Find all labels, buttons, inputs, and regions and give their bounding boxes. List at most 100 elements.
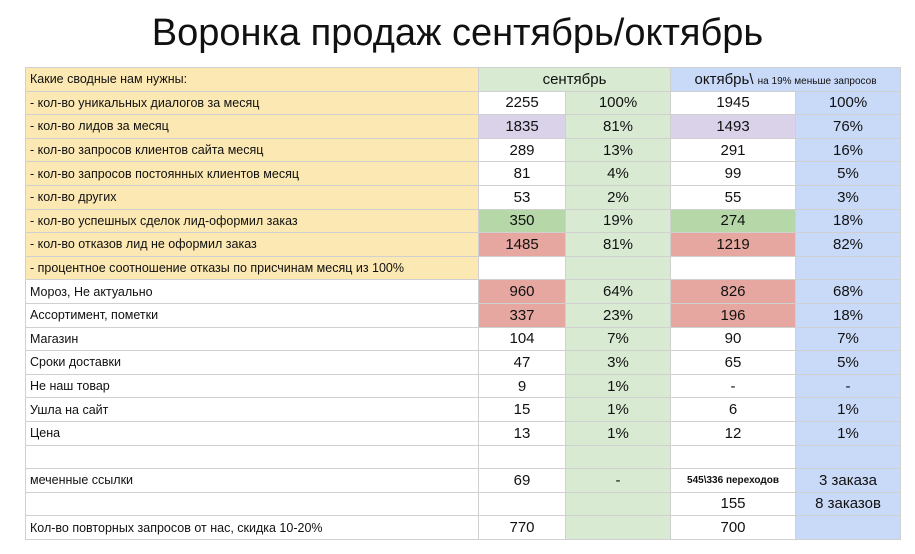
table-cell: 337	[478, 302, 566, 328]
table-row: - кол-во запросов постоянных клиентов ме…	[25, 161, 902, 186]
table-row: 155 8 заказов	[25, 491, 902, 517]
table-cell: 7%	[794, 326, 902, 352]
table-row: Ушла на сайт 15 1% 6 1%	[25, 397, 902, 422]
table-cell: 16%	[794, 137, 902, 163]
table-cell: 18%	[794, 208, 902, 234]
header-cell: октябрь\	[694, 70, 754, 88]
table-cell: 1%	[565, 373, 671, 399]
table-cell: 6	[670, 397, 796, 422]
row-label: - кол-во отказов лид не оформил заказ	[25, 232, 479, 257]
table-cell: 19%	[565, 208, 671, 234]
table-cell: 15	[478, 397, 566, 422]
row-label: Цена	[25, 420, 479, 446]
table-cell: 1%	[565, 420, 671, 446]
table-cell: 1%	[565, 397, 671, 422]
table-cell	[670, 255, 796, 281]
table-cell: -	[565, 468, 671, 493]
table-row: - кол-во лидов за месяц 1835 81% 1493 76%	[25, 114, 902, 139]
table-row: Мороз, Не актуально 960 64% 826 68%	[25, 279, 902, 304]
table-cell: 69	[478, 468, 566, 493]
table-cell	[478, 444, 566, 470]
table-cell: 68%	[794, 279, 902, 304]
table-cell: 1219	[670, 232, 796, 257]
table-cell	[670, 444, 796, 470]
table-cell: 5%	[794, 350, 902, 375]
table-cell: 100%	[565, 90, 671, 116]
table-cell: 18%	[794, 302, 902, 328]
table-row: - процентное соотношение отказы по присч…	[25, 255, 902, 281]
table-row: Не наш товар 9 1% - -	[25, 373, 902, 399]
table-cell: 76%	[794, 114, 902, 139]
row-label: Сроки доставки	[25, 350, 479, 375]
table-cell: 700	[670, 515, 796, 540]
table-row: - кол-во запросов клиентов сайта месяц 28…	[25, 137, 902, 163]
table-cell: 99	[670, 161, 796, 186]
table-cell: 81	[478, 161, 566, 186]
table-row: Какие сводные нам нужны: сентябрь октябрь\…	[25, 67, 902, 92]
row-label: - кол-во запросов клиентов сайта месяц	[25, 137, 479, 163]
table-cell: 1835	[478, 114, 566, 139]
table-cell: 1493	[670, 114, 796, 139]
table-cell: октябрь\ на 19% меньше запросов	[669, 67, 902, 92]
table-cell: 826	[670, 279, 796, 304]
table-cell	[794, 444, 902, 470]
table-cell: 196	[670, 302, 796, 328]
table-row: Цена 13 1% 12 1%	[25, 420, 902, 446]
table-cell: 81%	[565, 232, 671, 257]
table-cell: 770	[478, 515, 566, 540]
row-label: - процентное соотношение отказы по присч…	[25, 255, 479, 281]
row-label: Мороз, Не актуально	[25, 279, 479, 304]
table-cell: 100%	[794, 90, 902, 116]
table-row: Ассортимент, пометки 337 23% 196 18%	[25, 302, 902, 328]
table-cell	[794, 255, 902, 281]
table-cell: 53	[478, 184, 566, 210]
table-cell: 3 заказа	[794, 468, 902, 493]
table-cell: 291	[670, 137, 796, 163]
table-row: меченные ссылки 69-545\336 переходов 3 зак…	[25, 468, 902, 493]
row-label: Не наш товар	[25, 373, 479, 399]
table-cell: 13%	[565, 137, 671, 163]
table-cell: 155	[670, 491, 796, 517]
table-cell: 104	[478, 326, 566, 352]
row-label: - кол-во других	[25, 184, 479, 210]
table-cell: 7%	[565, 326, 671, 352]
table-cell: 90	[670, 326, 796, 352]
table-cell	[478, 491, 566, 517]
row-label: - кол-во лидов за месяц	[25, 114, 479, 139]
row-label: - кол-во запросов постоянных клиентов ме…	[25, 161, 479, 186]
row-label: Магазин	[25, 326, 479, 352]
table-cell: 274	[670, 208, 796, 234]
table-row: - кол-во других 53 2% 55 3%	[25, 184, 902, 210]
table-cell: 2255	[478, 90, 566, 116]
table-cell: -	[670, 373, 796, 399]
table-cell: 1%	[794, 420, 902, 446]
table-cell: 2%	[565, 184, 671, 210]
table-cell: 1%	[794, 397, 902, 422]
row-label: меченные ссылки	[25, 468, 479, 493]
table-cell	[565, 491, 671, 517]
table-row: - кол-во успешных сделок лид-оформил зак…	[25, 208, 902, 234]
table-cell: 1485	[478, 232, 566, 257]
table-cell: 65	[670, 350, 796, 375]
table-cell: 64%	[565, 279, 671, 304]
table-cell: 8 заказов	[794, 491, 902, 517]
table-cell: 5%	[794, 161, 902, 186]
table-cell: -	[794, 373, 902, 399]
sales-table: Какие сводные нам нужны: сентябрь октябрь\…	[25, 67, 902, 540]
table-cell: 960	[478, 279, 566, 304]
row-label: - кол-во уникальных диалогов за месяц	[25, 90, 479, 116]
page-title: Воронка продаж сентябрь/октябрь	[151, 12, 764, 54]
table-row	[25, 444, 902, 470]
row-label	[25, 444, 479, 470]
table-cell	[565, 444, 671, 470]
table-cell: 23%	[565, 302, 671, 328]
table-cell: 81%	[565, 114, 671, 139]
table-cell: 1945	[670, 90, 796, 116]
header-note: на 19% меньше запросов	[757, 75, 877, 87]
row-label: Какие сводные нам нужны:	[25, 67, 479, 92]
row-label: Ушла на сайт	[25, 397, 479, 422]
table-cell: 3%	[794, 184, 902, 210]
table-cell	[794, 515, 902, 540]
row-label	[25, 491, 479, 517]
table-row: Кол-во повторных запросов от нас, скидка…	[25, 515, 902, 540]
